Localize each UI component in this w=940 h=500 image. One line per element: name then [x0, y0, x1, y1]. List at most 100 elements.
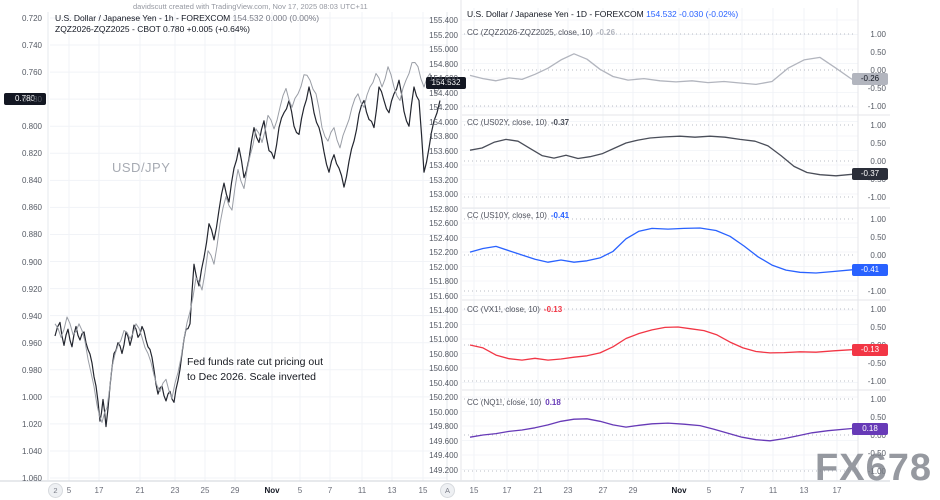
cc-scale-tick: 1.00 — [870, 395, 886, 404]
right-price-tick: 149.800 — [429, 422, 458, 431]
cc-series-2 — [469, 227, 853, 274]
cc-scale-tick: 0.00 — [870, 431, 886, 440]
right-price-tick: 150.800 — [429, 349, 458, 359]
right-legend-symbol: U.S. Dollar / Japanese Yen - 1D - FOREXC… — [467, 9, 644, 19]
right-price-tick: 154.800 — [429, 59, 458, 69]
cc-scale-tick: -1.00 — [867, 467, 886, 476]
left-legend-symbol-2: ZQZ2026-ZQZ2025 - CBOT — [55, 24, 161, 34]
cc-scale-tick: 0.00 — [870, 157, 886, 166]
left-chart-legend[interactable]: U.S. Dollar / Japanese Yen - 1h - FOREXC… — [55, 13, 319, 35]
left-time-tick: 15 — [418, 486, 428, 495]
left-time-tick: 5 — [297, 486, 303, 495]
right-price-tick: 152.000 — [429, 262, 458, 272]
cc-scale-tick: 1.00 — [870, 121, 886, 130]
left-time-tick: 11 — [357, 486, 367, 495]
left-price-tick: 0.840 — [21, 176, 42, 186]
right-price-tick: 149.600 — [429, 436, 458, 446]
right-price-tick: 154.600 — [429, 74, 458, 83]
right-price-tick: 153.600 — [429, 146, 458, 156]
right-price-tick: 153.800 — [429, 132, 458, 141]
cc-pane-value: -0.13 — [543, 305, 563, 314]
right-price-tick: 153.200 — [429, 175, 458, 185]
right-price-tick: 155.000 — [429, 45, 458, 54]
right-time-tick: 29 — [628, 486, 638, 495]
left-price-tick: 0.920 — [21, 284, 42, 294]
right-time-tick: 7 — [739, 486, 745, 495]
cc-series-0 — [469, 53, 853, 86]
left-legend-values-2: 0.780 +0.005 (+0.64%) — [163, 24, 250, 34]
right-price-tick: 152.600 — [429, 219, 458, 228]
left-time-tick: 13 — [387, 486, 397, 495]
cc-pane-label-2[interactable]: CC (US10Y, close, 10) -0.41 — [467, 211, 569, 220]
left-legend-symbol-1: U.S. Dollar / Japanese Yen - 1h - FOREXC… — [55, 13, 231, 23]
right-price-tick: 154.200 — [429, 103, 458, 112]
cc-pane-label-1[interactable]: CC (US02Y, close, 10) -0.37 — [467, 118, 569, 127]
right-price-tick: 150.400 — [429, 378, 458, 388]
cc-scale-tick: -1.00 — [867, 377, 886, 386]
cc-pane-value: -0.41 — [550, 211, 570, 220]
right-chart-legend[interactable]: U.S. Dollar / Japanese Yen - 1D - FOREXC… — [467, 9, 738, 19]
cc-scale-tick: 1.00 — [870, 30, 886, 39]
cc-scale-tick: -1.00 — [867, 193, 886, 202]
left-time-tick: 17 — [94, 486, 104, 495]
left-price-tick: 1.040 — [21, 446, 42, 456]
right-time-tick: 13 — [799, 486, 809, 495]
left-time-tick: 7 — [327, 486, 333, 495]
left-price-tick: 0.980 — [21, 365, 42, 375]
cc-pane-value: -0.26 — [596, 28, 616, 37]
cc-scale-tick: 0.50 — [870, 233, 886, 242]
left-time-tick: 25 — [200, 486, 210, 495]
left-price-tick: 1.000 — [21, 392, 42, 402]
right-price-tick: 149.200 — [429, 465, 458, 475]
left-price-tick: 0.940 — [21, 311, 42, 321]
right-price-tick: 154.000 — [429, 117, 458, 127]
left-time-tick: 23 — [170, 486, 180, 495]
cc-value-badge-0: -0.26 — [852, 73, 888, 86]
left-time-tick: 5 — [66, 486, 72, 495]
right-last-price-badge: 154.532 — [426, 77, 466, 89]
left-price-tick: 0.900 — [21, 257, 42, 267]
left-time-tick: 29 — [230, 486, 240, 495]
cc-pane-title: CC (ZQZ2026-ZQZ2025, close, 10) — [467, 28, 593, 37]
cc-scale-tick: 0.50 — [870, 48, 886, 57]
cc-pane-label-4[interactable]: CC (NQ1!, close, 10) 0.18 — [467, 398, 561, 407]
cc-value-badge-2: -0.41 — [852, 263, 888, 276]
right-price-tick: 150.200 — [429, 393, 458, 402]
left-price-tick: 1.060 — [21, 474, 42, 484]
right-price-tick: 150.000 — [429, 407, 458, 417]
left-price-tick: 1.020 — [21, 419, 42, 429]
cc-pane-value: 0.18 — [545, 398, 561, 407]
right-time-tick: 15 — [469, 486, 479, 495]
cc-series-4 — [469, 418, 853, 442]
right-price-tick: 152.800 — [429, 204, 458, 214]
cc-pane-label-0[interactable]: CC (ZQZ2026-ZQZ2025, close, 10) -0.26 — [467, 28, 615, 37]
cc-pane-value: -0.37 — [550, 118, 570, 127]
left-price-tick: 0.860 — [21, 203, 42, 213]
cc-pane-title: CC (US10Y, close, 10) — [467, 211, 547, 220]
auto-scale-button[interactable]: A — [440, 483, 455, 498]
left-price-tick: 0.720 — [21, 14, 42, 23]
cc-scale-tick: -1.00 — [867, 287, 886, 296]
cc-pane-label-3[interactable]: CC (VX1!, close, 10) -0.13 — [467, 305, 562, 314]
cc-scale-tick: 1.00 — [870, 215, 886, 224]
right-time-tick: 17 — [502, 486, 512, 495]
cc-scale-tick: 0.50 — [870, 413, 886, 422]
cc-series-1 — [469, 135, 853, 177]
cc-scale-tick: 0.00 — [870, 251, 886, 260]
right-time-tick: 23 — [563, 486, 573, 495]
right-price-tick: 153.000 — [429, 190, 458, 199]
symbol-watermark: USD/JPY — [112, 160, 171, 175]
left-price-tick: 0.960 — [21, 338, 42, 348]
annotation-line-1: Fed funds rate cut pricing out — [187, 356, 323, 368]
cc-pane-title: CC (NQ1!, close, 10) — [467, 398, 542, 407]
cc-scale-tick: 0.50 — [870, 139, 886, 148]
right-price-tick: 151.600 — [429, 291, 458, 301]
axis-marker-button[interactable]: 2 — [48, 483, 63, 498]
chart-annotation: Fed funds rate cut pricing out to Dec 20… — [187, 355, 323, 385]
right-price-tick: 152.200 — [429, 248, 458, 257]
right-time-tick: 21 — [533, 486, 543, 495]
right-price-tick: 149.400 — [429, 451, 458, 460]
right-time-tick: 11 — [768, 486, 778, 495]
